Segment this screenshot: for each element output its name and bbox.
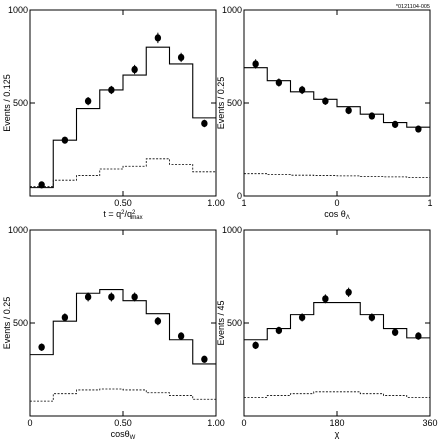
plot-frame: [243, 229, 431, 417]
data-point: [61, 313, 69, 322]
x-tick-label: 360: [422, 418, 437, 428]
data-point: [368, 112, 376, 120]
y-tick-label: 500: [13, 98, 28, 108]
data-point: [154, 34, 162, 42]
background-histogram: [30, 388, 216, 402]
x-tick-label: 180: [329, 418, 344, 428]
y-tick-label: 1000: [8, 225, 28, 235]
data-point: [391, 328, 399, 336]
x-tick-label: 1.00: [207, 418, 225, 428]
data-point: [177, 53, 185, 62]
plot-frame: [29, 9, 217, 197]
y-tick-label: 0: [237, 191, 242, 201]
panel-4: 500 1000 0 180 360 Events / 45 χ: [216, 225, 438, 439]
data-point: [201, 119, 208, 128]
x-tick-label: 1: [427, 198, 432, 208]
x-tick-label: 0.50: [114, 418, 132, 428]
x-axis-label: t = q2/q2 max: [103, 209, 142, 221]
data-point: [252, 341, 259, 349]
y-tick-label: 1000: [8, 5, 28, 15]
y-tick-label: 500: [13, 318, 28, 328]
data-point: [84, 293, 92, 301]
data-point: [38, 181, 45, 189]
background-histogram: [244, 173, 430, 178]
x-tick-label: 1: [241, 198, 246, 208]
data-point: [322, 295, 329, 303]
x-tick-label: 1.00: [207, 198, 225, 208]
x-tick-label: 0.50: [114, 198, 132, 208]
y-axis-label: Events / 0.25: [216, 77, 226, 130]
data-point: [391, 120, 399, 128]
x-tick-label: 0: [27, 418, 32, 428]
data-point: [298, 313, 306, 322]
data-point: [345, 106, 352, 115]
data-point: [275, 78, 283, 87]
data-point: [415, 332, 422, 340]
data-point: [252, 60, 259, 68]
data-point: [108, 86, 115, 94]
data-point: [368, 313, 376, 322]
data-point: [298, 86, 306, 94]
data-point: [201, 355, 208, 363]
x-axis-label: cos θΛ: [324, 209, 350, 221]
x-tick-label: 0: [334, 198, 339, 208]
background-histogram: [30, 158, 216, 188]
data-point: [177, 332, 185, 340]
data-point: [154, 317, 162, 325]
data-point: [38, 343, 45, 351]
data-point: [345, 288, 352, 296]
panel-3: 500 1000 0 0.50 1.00 Events / 0.25 cosθW: [2, 225, 225, 441]
y-axis-label: Events / 45: [216, 300, 226, 345]
figure-tag: *0121104-005: [396, 4, 430, 10]
y-axis-label: Events / 0.25: [2, 297, 12, 350]
data-point: [131, 65, 138, 74]
x-axis-label: χ: [335, 429, 340, 439]
data-point: [322, 97, 329, 105]
panel-1: 500 1000 0.50 1.00 Events / 0.125 t = q2/q2 ma…: [2, 5, 225, 221]
data-point: [415, 125, 422, 133]
fit-histogram: [244, 301, 430, 341]
y-tick-label: 500: [227, 318, 242, 328]
background-histogram: [244, 391, 430, 398]
fit-histogram: [244, 67, 430, 128]
data-point: [61, 136, 69, 144]
plot-frame: [29, 229, 217, 417]
y-tick-label: 1000: [222, 5, 242, 15]
data-point: [275, 326, 283, 335]
x-axis-label: cosθW: [111, 429, 136, 441]
data-point: [108, 293, 115, 301]
x-tick-label: 0: [241, 418, 246, 428]
fit-histogram: [30, 288, 216, 365]
data-point: [84, 97, 92, 105]
y-tick-label: 1000: [222, 225, 242, 235]
data-point: [131, 293, 138, 301]
y-axis-label: Events / 0.125: [2, 74, 12, 132]
y-tick-label: 500: [227, 98, 242, 108]
